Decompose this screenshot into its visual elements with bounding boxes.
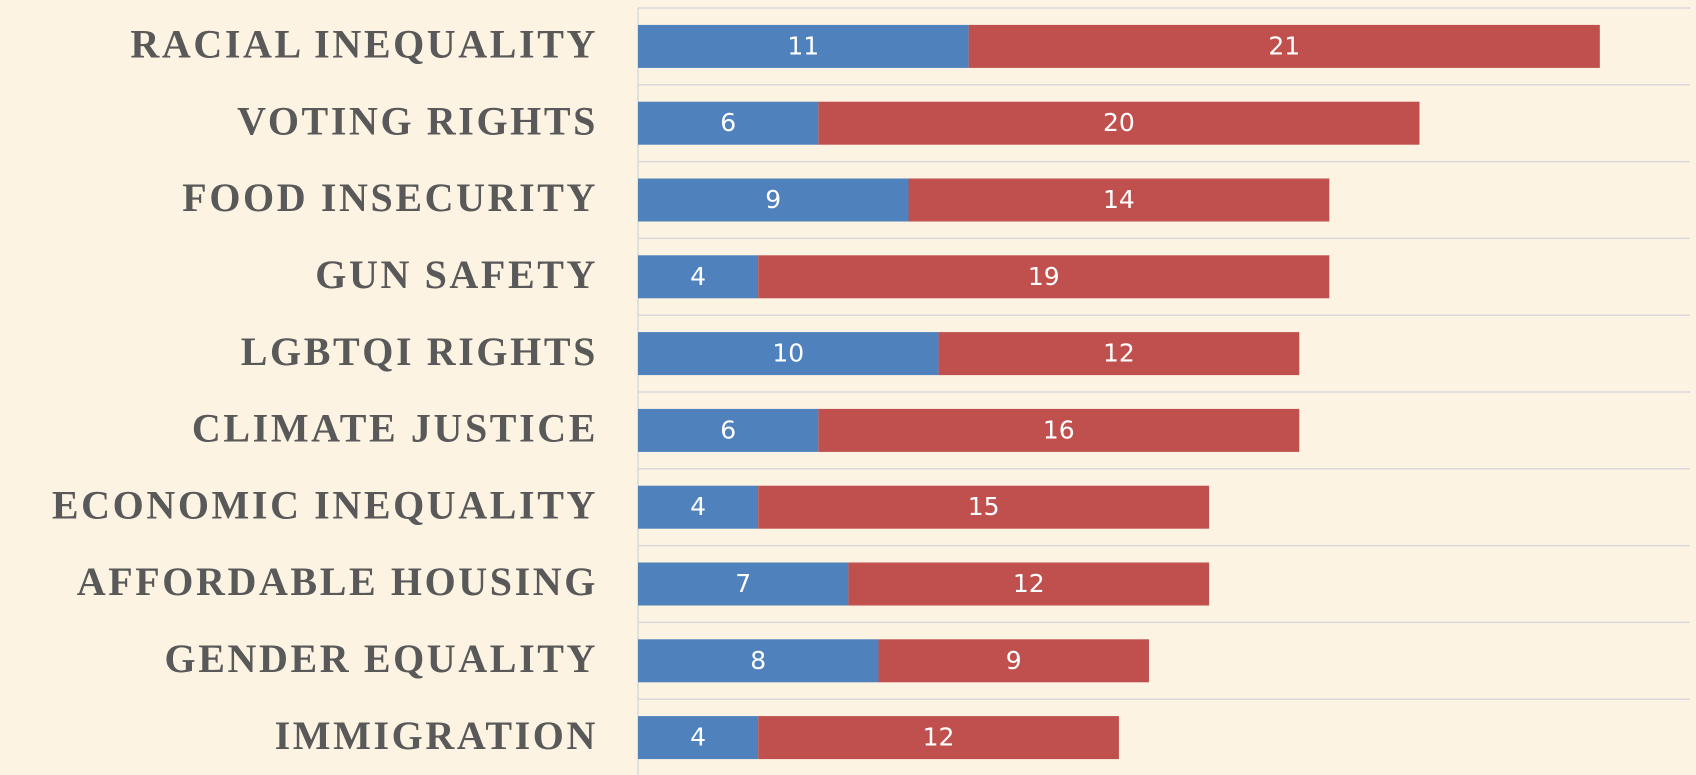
bar-segment [938,332,1300,376]
category-label: IMMIGRATION [275,713,598,758]
bar-segment [638,24,969,68]
value-label: 9 [765,185,781,214]
bar-segment [638,332,939,376]
category-label: ECONOMIC INEQUALITY [52,482,598,527]
bar-segment [878,639,1149,683]
value-label: 12 [923,723,955,752]
bar-segment [758,485,1210,529]
value-label: 16 [1043,415,1075,444]
category-label: CLIMATE JUSTICE [192,406,598,451]
bar-segment [818,101,1420,145]
value-label: 10 [772,339,804,368]
bar-segment [638,562,849,606]
bar-segment [638,101,819,145]
bar-segment [818,408,1300,452]
value-label: 21 [1268,31,1300,60]
bar-segment [638,485,759,529]
value-label: 4 [690,262,706,291]
value-label: 9 [1006,646,1022,675]
value-label: 12 [1103,339,1135,368]
value-label: 6 [720,415,736,444]
category-label: FOOD INSECURITY [182,175,598,220]
value-label: 7 [735,569,751,598]
value-label: 4 [690,723,706,752]
bar-segment [758,255,1330,299]
value-label: 14 [1103,185,1135,214]
value-label: 20 [1103,108,1135,137]
bar-segment [638,408,819,452]
bar-segment [638,716,759,760]
bar-segment [638,639,879,683]
value-label: 6 [720,108,736,137]
value-label: 4 [690,492,706,521]
bar-segment [638,178,909,222]
value-label: 8 [750,646,766,675]
category-label: AFFORDABLE HOUSING [77,559,598,604]
bar-segment [968,24,1600,68]
value-label: 12 [1013,569,1045,598]
value-label: 15 [968,492,1000,521]
value-label: 19 [1028,262,1060,291]
bar-segment [638,255,759,299]
value-label: 11 [787,31,819,60]
category-label: LGBTQI RIGHTS [241,329,598,374]
category-label: GENDER EQUALITY [164,636,598,681]
bar-segment [758,716,1119,760]
bar-segment [908,178,1330,222]
category-label: VOTING RIGHTS [237,98,598,143]
category-label: GUN SAFETY [315,252,598,297]
bar-segment [848,562,1210,606]
category-label: RACIAL INEQUALITY [130,22,598,67]
